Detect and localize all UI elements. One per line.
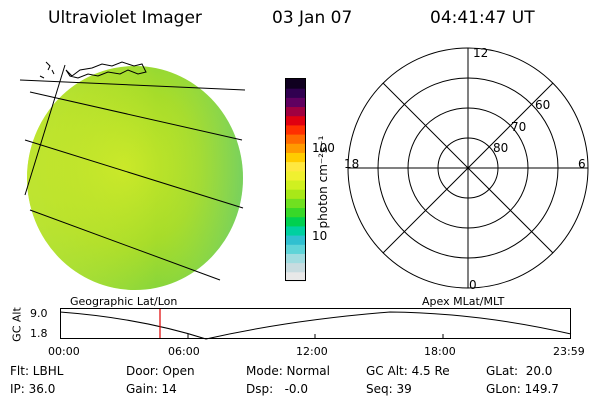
- alt-plot-frame: [60, 308, 571, 339]
- altitude-plot: [60, 308, 572, 340]
- alt-y-tick-1.8: 1.8: [30, 327, 48, 340]
- colorbar-stripe: [286, 143, 306, 153]
- app-title: Ultraviolet Imager: [48, 8, 202, 28]
- colorbar-stripe: [286, 235, 306, 245]
- footer-gc-alt: GC Alt: 4.5 Re: [366, 364, 450, 378]
- footer-seq: Seq: 39: [366, 382, 412, 396]
- footer-flt: Flt: LBHL: [10, 364, 64, 378]
- colorbar-stripe: [286, 161, 306, 172]
- colorbar-tick-10: 10: [312, 229, 328, 243]
- date-label: 03 Jan 07: [272, 8, 353, 28]
- alt-x-tick-3: 18:00: [424, 345, 456, 358]
- footer-glon: GLon: 149.7: [486, 382, 559, 396]
- colorbar-stripe: [286, 198, 306, 209]
- colorbar-stripe: [286, 271, 306, 282]
- alt-x-tick-0: 00:00: [48, 345, 80, 358]
- mlt-label-12: 12: [473, 46, 489, 60]
- footer-mode: Mode: Normal: [246, 364, 330, 378]
- alt-x-tick-4: 23:59: [553, 345, 585, 358]
- altitude-curve: [60, 311, 572, 340]
- polar-plot: [347, 47, 589, 289]
- polar-diagonal-2: [382, 82, 554, 254]
- colorbar-stripe: [286, 152, 306, 163]
- ring-label-60: 60: [535, 98, 551, 112]
- coastline: [39, 61, 147, 79]
- colorbar-stripe: [286, 244, 306, 254]
- polar-caption: Apex MLat/MLT: [422, 295, 505, 308]
- footer-dsp: Dsp: -0.0: [246, 382, 309, 396]
- colorbar: [285, 78, 306, 282]
- colorbar-stripe: [286, 124, 306, 135]
- colorbar-stripe: [286, 170, 306, 181]
- alt-y-tick-9: 9.0: [30, 307, 48, 320]
- alt-x-tick-1: 06:00: [168, 345, 200, 358]
- colorbar-stripe: [286, 79, 306, 89]
- colorbar-tick-100: 100: [312, 141, 335, 155]
- colorbar-stripe: [286, 262, 306, 273]
- colorbar-stripe: [286, 225, 306, 236]
- footer-gain: Gain: 14: [126, 382, 177, 396]
- globe-caption: Geographic Lat/Lon: [70, 295, 178, 308]
- colorbar-stripe: [286, 216, 306, 227]
- mlt-label-18: 18: [344, 157, 360, 171]
- colorbar-stripe: [286, 88, 306, 98]
- colorbar-stripe: [286, 106, 306, 117]
- colorbar-stripe: [286, 189, 306, 199]
- footer-glat: GLat: 20.0: [486, 364, 553, 378]
- ring-label-70: 70: [511, 120, 527, 134]
- ring-label-80: 80: [493, 141, 509, 155]
- footer-door: Door: Open: [126, 364, 195, 378]
- colorbar-stripe: [286, 180, 306, 190]
- alt-x-tick-2: 12:00: [296, 345, 328, 358]
- colorbar-stripe: [286, 97, 306, 108]
- globe-image: [19, 61, 246, 290]
- footer-ip: IP: 36.0: [10, 382, 56, 396]
- colorbar-stripe: [286, 134, 306, 144]
- lat-lon-grid: [19, 64, 246, 281]
- mlt-label-6: 6: [578, 157, 586, 171]
- colorbar-stripe: [286, 253, 306, 264]
- colorbar-unit-label: photon cm⁻²s⁻¹: [316, 135, 330, 229]
- colorbar-stripe: [286, 115, 306, 126]
- mlt-label-0: 0: [469, 278, 477, 292]
- alt-y-label: GC Alt: [10, 307, 24, 342]
- time-label: 04:41:47 UT: [430, 8, 535, 28]
- colorbar-stripe: [286, 207, 306, 218]
